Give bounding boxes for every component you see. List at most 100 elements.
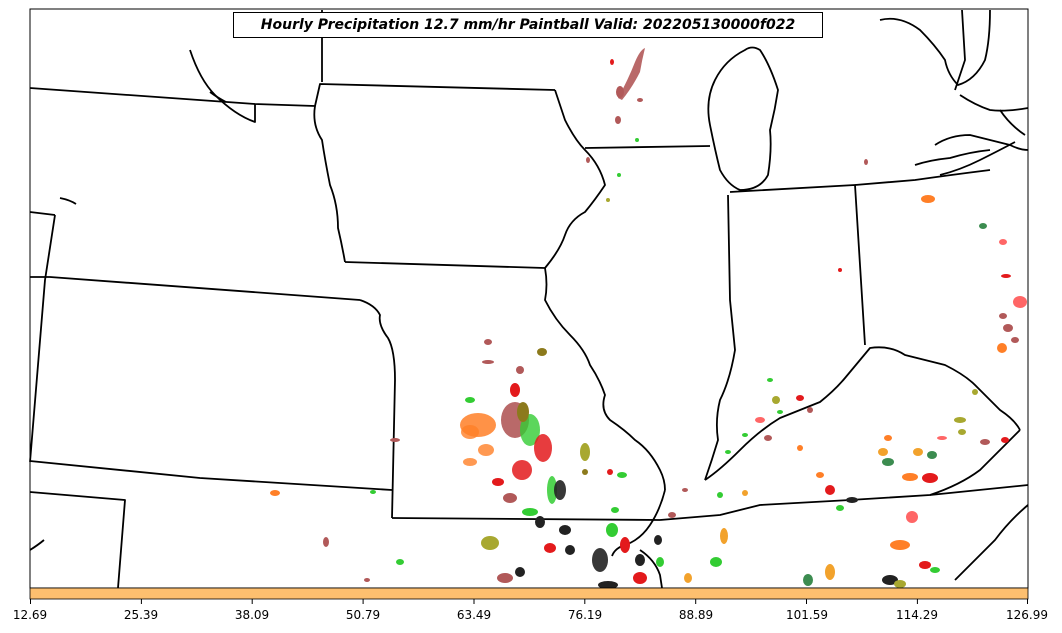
precip-blob [742,433,748,437]
precip-blob [611,507,619,513]
precip-blob [846,497,858,503]
precip-blob [270,490,280,496]
precip-blob [618,48,645,100]
precip-blob [997,343,1007,353]
precip-blob [764,435,772,441]
precip-blob [635,554,645,566]
precip-blob [906,511,918,523]
precip-blob [606,523,618,537]
precip-blob [654,535,662,545]
precip-blob [616,86,624,98]
precip-blob [478,444,494,456]
precip-blob [516,366,524,374]
precip-blob [927,451,937,459]
precip-blob [544,543,556,553]
precip-blob [894,580,906,588]
precip-blob [370,490,376,494]
precip-blob [582,469,588,475]
colorbar-tick-label: 101.59 [786,608,828,622]
precip-blob [919,561,931,569]
precip-blob [807,407,813,413]
precip-blob [520,414,540,446]
precip-blob [668,512,676,518]
precip-blob [902,473,918,481]
precip-blob [742,490,748,496]
precip-blob [954,417,966,423]
state-boundaries [29,9,1029,589]
precip-blob [710,557,722,567]
precip-blob [482,360,494,364]
precip-blob [725,450,731,454]
colorbar-tick-label: 12.69 [12,608,48,622]
precip-blob [554,480,566,500]
precip-blob [633,572,647,584]
precip-blob [617,472,627,478]
precip-blob [930,567,940,573]
colorbar-tick-label: 25.39 [123,608,159,622]
precip-blob [517,402,529,422]
precip-blob [1011,337,1019,343]
precip-blob [755,417,765,423]
map-title: Hourly Precipitation 12.7 mm/hr Paintbal… [233,12,823,38]
precip-blob [890,540,910,550]
precip-blob [1001,274,1011,278]
precip-blob [1013,296,1027,308]
map-frame [29,8,1029,589]
colorbar-tick-label: 88.89 [678,608,714,622]
precip-blob [497,573,513,583]
precip-blob [797,445,803,451]
precip-blob [620,537,630,553]
precip-blob [937,436,947,440]
precip-blob [635,138,639,142]
precip-blob [825,564,835,580]
colorbar-tick-label: 38.09 [234,608,270,622]
precip-blob [1003,324,1013,332]
colorbar-tick-label: 126.99 [1006,608,1048,622]
colorbar-tick-label: 76.19 [567,608,603,622]
precip-blob [537,348,547,356]
precip-blob [882,458,894,466]
precip-blob [777,410,783,414]
precip-blob [999,313,1007,319]
precip-blob [882,575,898,585]
precip-blob [717,492,723,498]
precip-blob [922,473,938,483]
precip-blob [825,485,835,495]
precip-blob [364,578,370,582]
precip-blob [510,383,520,397]
precip-blob [864,159,868,165]
precip-blob [656,557,664,567]
precip-blob [463,458,477,466]
precip-blob [396,559,404,565]
precip-blob [1001,437,1009,443]
precip-blob [913,448,923,456]
precip-blob [515,567,525,577]
precip-blob [980,439,990,445]
precip-blob [979,223,987,229]
precip-blob [484,339,492,345]
precip-blob [580,443,590,461]
precip-blob [503,493,517,503]
precip-blob [615,116,621,124]
colorbar-tick-label: 114.29 [896,608,938,622]
precip-blob [586,157,590,163]
precip-blob [534,434,552,462]
precip-blob [720,528,728,544]
precip-blob [684,573,692,583]
precip-blobs [270,48,1027,589]
precip-blob [547,476,557,504]
precip-blob [481,536,499,550]
precip-blob [607,469,613,475]
precip-blob [816,472,824,478]
precip-blob [682,488,688,492]
precip-blob [836,505,844,511]
precip-blob [565,545,575,555]
precip-blob [999,239,1007,245]
precip-blob [522,508,538,516]
precip-blob [803,574,813,586]
precip-blob [921,195,935,203]
precip-blob [637,98,643,102]
precip-blob [390,438,400,442]
precip-blob [972,389,978,395]
